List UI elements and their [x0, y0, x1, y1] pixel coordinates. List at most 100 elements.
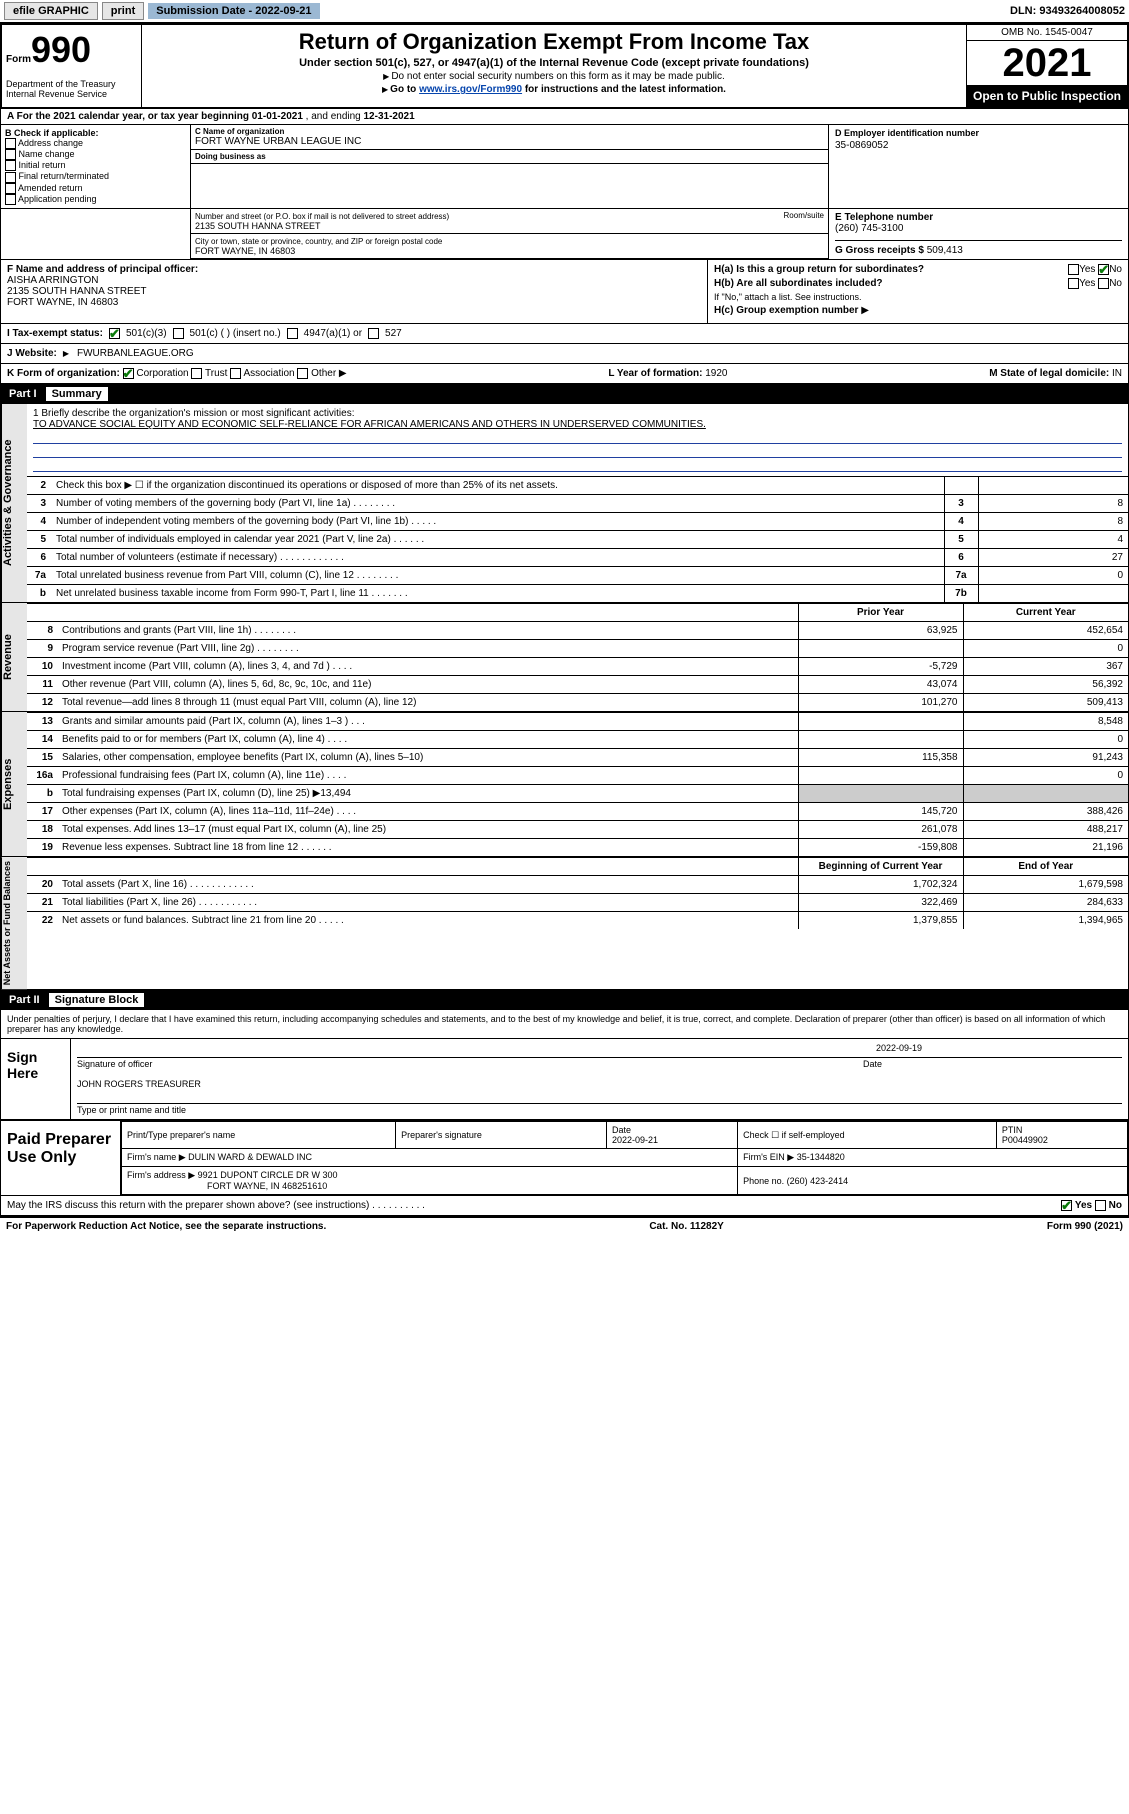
self-employed-label: Check ☐ if self-employed [738, 1122, 997, 1149]
period-prefix: A For the 2021 calendar year, or tax yea… [7, 111, 252, 122]
box-b-header: B Check if applicable: [5, 128, 186, 138]
gross-label: G Gross receipts $ [835, 245, 924, 256]
privacy-note: Do not enter social security numbers on … [391, 71, 724, 82]
box-b-option[interactable]: Initial return [5, 160, 186, 171]
hb-note: If "No," attach a list. See instructions… [714, 292, 1122, 302]
discuss-no-check[interactable] [1095, 1200, 1106, 1211]
assoc-check[interactable] [230, 368, 241, 379]
website-label: J Website: [7, 348, 57, 359]
prep-date-value: 2022-09-21 [612, 1135, 658, 1145]
netasset-row: 22Net assets or fund balances. Subtract … [27, 911, 1128, 929]
tax-status-label: I Tax-exempt status: [7, 328, 103, 339]
paid-preparer-label: Paid Preparer Use Only [1, 1121, 121, 1195]
firm-ein-label: Firm's EIN ▶ [743, 1152, 794, 1162]
period-end: 12-31-2021 [364, 111, 415, 122]
phone-label: E Telephone number [835, 212, 933, 223]
city-value: FORT WAYNE, IN 46803 [195, 246, 295, 256]
ein-value: 35-0869052 [835, 140, 1122, 151]
room-label: Room/suite [784, 211, 824, 220]
org-name: FORT WAYNE URBAN LEAGUE INC [195, 136, 824, 147]
discuss-yes: Yes [1075, 1200, 1092, 1211]
expense-row: 13Grants and similar amounts paid (Part … [27, 712, 1128, 730]
corp-label: Corporation [136, 368, 188, 379]
firm-addr-label: Firm's address ▶ [127, 1170, 195, 1180]
expense-row: bTotal fundraising expenses (Part IX, co… [27, 784, 1128, 802]
block-bcd: B Check if applicable: Address change Na… [0, 125, 1129, 209]
officer-label: F Name and address of principal officer: [7, 264, 198, 275]
expense-row: 14Benefits paid to or for members (Part … [27, 730, 1128, 748]
gov-sidelabel: Activities & Governance [1, 404, 27, 602]
netasset-row: 21Total liabilities (Part X, line 26) . … [27, 893, 1128, 911]
signature-section: Under penalties of perjury, I declare th… [0, 1010, 1129, 1196]
firm-phone-label: Phone no. [743, 1176, 784, 1186]
hb-label: H(b) Are all subordinates included? [714, 278, 883, 289]
sig-date-label: Date [863, 1059, 882, 1069]
governance-section: Activities & Governance 1 Briefly descri… [0, 404, 1129, 603]
discuss-yes-check[interactable] [1061, 1200, 1072, 1211]
officer-name-title: JOHN ROGERS TREASURER [77, 1079, 1122, 1089]
other-check[interactable] [297, 368, 308, 379]
form-header: Form990 Department of the Treasury Inter… [0, 23, 1129, 109]
begin-year-header: Beginning of Current Year [798, 857, 963, 875]
website-value: FWURBANLEAGUE.ORG [77, 348, 194, 359]
block-address: Number and street (or P.O. box if mail i… [0, 209, 1129, 260]
org-name-label: C Name of organization [195, 127, 824, 136]
box-c: C Name of organization FORT WAYNE URBAN … [191, 125, 828, 208]
expense-row: 16aProfessional fundraising fees (Part I… [27, 766, 1128, 784]
revenue-row: 9Program service revenue (Part VIII, lin… [27, 639, 1128, 657]
expense-row: 19Revenue less expenses. Subtract line 1… [27, 838, 1128, 856]
blank-header [57, 603, 798, 621]
revenue-row: 11Other revenue (Part VIII, column (A), … [27, 675, 1128, 693]
goto-pre: Go to [390, 84, 419, 95]
corp-check[interactable] [123, 368, 134, 379]
part1-header: Part I Summary [0, 384, 1129, 404]
box-klm: K Form of organization: Corporation Trus… [0, 364, 1129, 384]
omb-number: OMB No. 1545-0047 [967, 25, 1127, 41]
gov-row: 7aTotal unrelated business revenue from … [27, 566, 1128, 584]
period-begin: 01-01-2021 [252, 111, 303, 122]
trust-check[interactable] [191, 368, 202, 379]
ha-no-check[interactable] [1098, 264, 1109, 275]
box-b-option[interactable]: Address change [5, 138, 186, 149]
dln-label: DLN: 93493264008052 [1010, 5, 1125, 17]
hb-yes-check[interactable] [1068, 278, 1079, 289]
expenses-section: Expenses 13Grants and similar amounts pa… [0, 712, 1129, 857]
box-b-option[interactable]: Application pending [5, 194, 186, 205]
box-b-option[interactable]: Amended return [5, 183, 186, 194]
print-button[interactable]: print [102, 2, 144, 20]
period-mid: , and ending [306, 111, 364, 122]
preparer-sig-header: Preparer's signature [396, 1122, 607, 1149]
527-check[interactable] [368, 328, 379, 339]
part2-header: Part II Signature Block [0, 990, 1129, 1010]
ein-label: D Employer identification number [835, 128, 1122, 138]
officer-name: AISHA ARRINGTON [7, 275, 99, 286]
footer-left: For Paperwork Reduction Act Notice, see … [6, 1221, 326, 1232]
gross-value: 509,413 [927, 245, 963, 256]
goto-post: for instructions and the latest informat… [522, 84, 726, 95]
mission-text: TO ADVANCE SOCIAL EQUITY AND ECONOMIC SE… [33, 419, 1122, 430]
box-b-option[interactable]: Name change [5, 149, 186, 160]
domicile-value: IN [1112, 368, 1122, 379]
firm-phone-value: (260) 423-2414 [787, 1176, 849, 1186]
expense-row: 17Other expenses (Part IX, column (A), l… [27, 802, 1128, 820]
501c-check[interactable] [173, 328, 184, 339]
sig-officer-label: Signature of officer [77, 1059, 152, 1069]
net-sidelabel: Net Assets or Fund Balances [1, 857, 27, 989]
501c3-check[interactable] [109, 328, 120, 339]
box-b-option[interactable]: Final return/terminated [5, 171, 186, 182]
rev-sidelabel: Revenue [1, 603, 27, 711]
efile-label: efile GRAPHIC [4, 2, 98, 20]
form-org-label: K Form of organization: [7, 368, 120, 379]
gov-row: 2Check this box ▶ ☐ if the organization … [27, 476, 1128, 494]
revenue-section: Revenue Prior YearCurrent Year 8Contribu… [0, 603, 1129, 712]
ha-yes-check[interactable] [1068, 264, 1079, 275]
form-title: Return of Organization Exempt From Incom… [148, 29, 960, 55]
gov-row: 4Number of independent voting members of… [27, 512, 1128, 530]
street-value: 2135 SOUTH HANNA STREET [195, 221, 321, 231]
hb-yes: Yes [1079, 278, 1095, 289]
irs-link[interactable]: www.irs.gov/Form990 [419, 84, 522, 95]
hb-no-check[interactable] [1098, 278, 1109, 289]
governance-table: 2Check this box ▶ ☐ if the organization … [27, 476, 1128, 602]
street-label: Number and street (or P.O. box if mail i… [195, 212, 449, 221]
4947-check[interactable] [287, 328, 298, 339]
